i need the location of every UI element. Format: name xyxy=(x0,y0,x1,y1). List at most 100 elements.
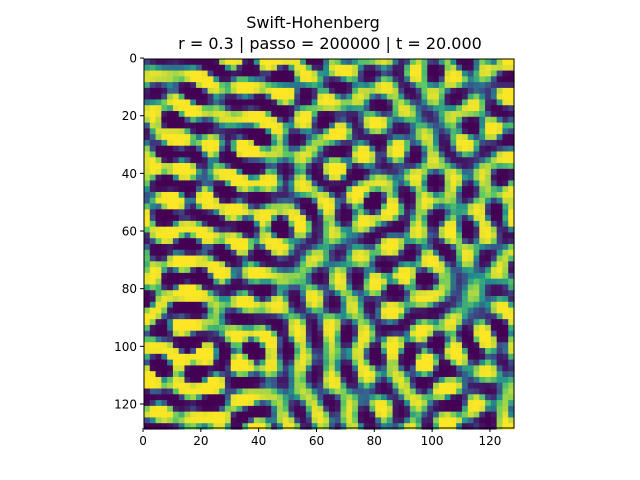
heatmap-cell xyxy=(201,76,209,83)
heatmap-cell xyxy=(323,324,330,332)
heatmap-cell xyxy=(236,93,243,101)
heatmap-cell xyxy=(172,359,180,367)
heatmap-cell xyxy=(323,87,330,95)
heatmap-cell xyxy=(490,290,498,297)
heatmap-cell xyxy=(190,267,197,274)
heatmap-cell xyxy=(207,122,214,129)
heatmap-cell xyxy=(485,371,492,378)
heatmap-cell xyxy=(196,382,203,390)
heatmap-cell xyxy=(288,376,295,384)
heatmap-cell xyxy=(323,261,330,268)
heatmap-cell xyxy=(311,278,319,286)
heatmap-cell xyxy=(276,417,284,424)
heatmap-cell xyxy=(427,417,434,424)
heatmap-cell xyxy=(259,353,267,361)
heatmap-cell xyxy=(323,122,330,129)
heatmap-cell xyxy=(230,93,238,101)
heatmap-cell xyxy=(485,203,492,210)
heatmap-cell xyxy=(340,139,347,147)
heatmap-cell xyxy=(450,168,457,176)
heatmap-cell xyxy=(398,417,405,424)
heatmap-cell xyxy=(213,76,220,83)
heatmap-cell xyxy=(178,111,186,118)
heatmap-cell xyxy=(456,400,463,407)
heatmap-cell xyxy=(409,139,417,147)
heatmap-cell xyxy=(369,307,376,314)
heatmap-cell xyxy=(346,203,353,210)
heatmap-cell xyxy=(288,209,295,216)
heatmap-cell xyxy=(300,232,307,239)
heatmap-cell xyxy=(224,336,232,343)
heatmap-cell xyxy=(479,307,486,314)
heatmap-cell xyxy=(479,272,486,280)
heatmap-cell xyxy=(369,296,376,303)
heatmap-cell xyxy=(502,353,509,361)
heatmap-cell xyxy=(248,301,255,309)
heatmap-cell xyxy=(305,313,313,320)
heatmap-cell xyxy=(334,376,342,384)
heatmap-cell xyxy=(485,139,492,147)
heatmap-cell xyxy=(375,134,382,141)
heatmap-cell xyxy=(311,284,319,291)
heatmap-cell xyxy=(496,93,504,101)
heatmap-cell xyxy=(230,365,238,372)
heatmap-cell xyxy=(352,157,359,164)
heatmap-cell xyxy=(450,417,457,424)
heatmap-cell xyxy=(167,394,174,401)
heatmap-cell xyxy=(479,290,486,297)
heatmap-cell xyxy=(207,197,214,205)
heatmap-cell xyxy=(311,128,319,135)
heatmap-cell xyxy=(172,151,180,158)
heatmap-cell xyxy=(386,353,394,361)
heatmap-cell xyxy=(149,278,157,286)
heatmap-cell xyxy=(404,324,411,332)
heatmap-cell xyxy=(253,423,261,430)
heatmap-cell xyxy=(467,163,475,170)
heatmap-cell xyxy=(311,232,319,239)
heatmap-cell xyxy=(427,163,434,170)
heatmap-cell xyxy=(149,301,157,309)
heatmap-cell xyxy=(490,336,498,343)
heatmap-cell xyxy=(375,284,382,291)
heatmap-cell xyxy=(352,324,359,332)
heatmap-cell xyxy=(415,249,423,257)
heatmap-cell xyxy=(427,330,434,338)
heatmap-cell xyxy=(340,197,347,205)
heatmap-cell xyxy=(490,348,498,355)
heatmap-cell xyxy=(155,301,162,309)
heatmap-cell xyxy=(149,180,157,187)
heatmap-cell xyxy=(334,411,342,419)
heatmap-cell xyxy=(329,371,336,378)
heatmap-cell xyxy=(502,116,509,124)
heatmap-cell xyxy=(219,232,226,239)
heatmap-cell xyxy=(276,307,284,314)
heatmap-cell xyxy=(421,301,428,309)
heatmap-cell xyxy=(311,139,319,147)
heatmap-cell xyxy=(207,382,214,390)
heatmap-cell xyxy=(276,151,284,158)
heatmap-cell xyxy=(467,272,475,280)
heatmap-cell xyxy=(219,411,226,419)
heatmap-cell xyxy=(196,278,203,286)
heatmap-cell xyxy=(288,70,295,77)
heatmap-cell xyxy=(282,313,290,320)
heatmap-cell xyxy=(502,145,509,153)
heatmap-cell xyxy=(300,139,307,147)
heatmap-cell xyxy=(508,122,515,129)
heatmap-cell xyxy=(236,122,243,129)
heatmap-cell xyxy=(230,255,238,262)
heatmap-cell xyxy=(219,64,226,72)
heatmap-cell xyxy=(207,388,214,395)
heatmap-cell xyxy=(444,186,452,193)
heatmap-cell xyxy=(415,244,423,251)
heatmap-cell xyxy=(265,59,272,66)
heatmap-cell xyxy=(236,163,243,170)
heatmap-cell xyxy=(409,99,417,106)
heatmap-cell xyxy=(259,244,267,251)
heatmap-cell xyxy=(305,111,313,118)
heatmap-cell xyxy=(282,203,290,210)
heatmap-cell xyxy=(311,261,319,268)
heatmap-cell xyxy=(340,411,347,419)
heatmap-cell xyxy=(288,301,295,309)
heatmap-cell xyxy=(340,405,347,413)
